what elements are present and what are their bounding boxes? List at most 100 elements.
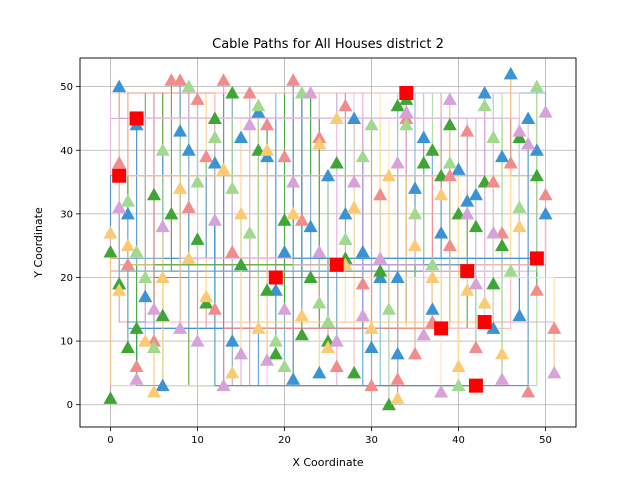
house-marker [347,365,362,379]
house-marker [381,397,396,411]
house-marker [529,168,544,182]
house-marker [277,213,292,226]
house-marker [477,85,492,99]
battery-markers [112,85,544,393]
house-marker [390,372,405,385]
house-marker [207,130,222,144]
house-marker [460,283,475,296]
house-marker [138,289,153,303]
y-tick-label: 40 [60,146,73,157]
house-marker [451,378,466,392]
house-marker [381,168,396,182]
house-marker [416,130,431,144]
house-marker [390,270,405,283]
battery-marker [399,85,414,100]
house-marker [112,79,127,93]
house-marker [373,251,388,264]
x-tick-label: 50 [539,435,552,446]
house-marker [364,340,379,353]
house-marker [312,130,327,144]
house-marker [242,85,257,99]
cable-path [118,207,468,272]
house-marker [303,85,318,99]
house-marker [277,245,292,258]
house-marker [503,155,518,169]
house-marker [399,111,414,124]
house-marker [503,66,518,80]
house-marker [512,200,527,214]
house-marker [112,200,127,214]
house-marker [120,257,135,271]
house-marker [112,155,127,169]
battery-marker [468,378,483,393]
house-marker [233,257,248,271]
house-marker [399,105,414,118]
y-tick-label: 0 [67,400,73,411]
house-marker [155,308,170,322]
house-marker [146,187,161,201]
plot-frame [79,57,577,428]
house-marker [146,302,161,315]
house-marker [181,200,196,214]
house-marker [303,270,318,283]
house-marker [373,270,388,283]
house-marker [416,155,431,169]
house-marker [216,378,231,392]
house-marker [155,270,170,283]
house-marker [260,353,275,366]
battery-marker [329,257,344,272]
house-marker [425,257,440,271]
house-marker [294,308,309,322]
house-marker [112,276,127,290]
house-marker [120,238,135,252]
house-marker [312,295,327,309]
house-marker [486,225,501,239]
house-marker [390,346,405,360]
y-tick-label: 50 [60,82,73,93]
house-marker [129,359,144,373]
house-marker [242,117,257,131]
house-marker [321,168,335,182]
house-marker [268,334,283,347]
cable-path [406,92,520,132]
house-marker [329,359,344,373]
house-marker [434,225,449,239]
house-marker [329,155,344,169]
house-marker [216,162,231,175]
house-marker [181,251,196,264]
house-marker [207,111,222,124]
house-marker [399,117,414,131]
x-axis-label: X Coordinate [292,456,364,469]
house-marker [442,117,457,131]
house-marker [347,200,362,214]
house-marker [225,334,240,347]
house-marker [442,238,457,252]
house-marker [225,181,240,194]
house-marker [434,385,449,398]
house-marker [120,340,135,353]
house-marker [512,130,527,144]
house-marker [364,378,379,392]
house-marker [460,194,475,207]
house-marker [538,105,553,118]
house-marker [146,340,161,353]
house-marker [225,365,240,379]
house-marker [260,117,275,131]
battery-marker [129,111,144,126]
house-marker [294,213,309,226]
house-marker [120,194,135,207]
house-marker [512,124,527,137]
battery-marker [529,251,544,266]
house-marker [207,213,222,226]
house-marker [294,327,309,341]
cable-path [423,270,468,335]
house-marker [521,385,536,398]
house-marker [425,270,440,283]
y-tick-label: 10 [60,337,73,348]
house-marker [181,79,196,93]
house-marker [207,302,222,315]
house-marker [408,206,423,220]
house-marker [173,73,188,86]
house-marker [512,219,527,233]
house-marker [190,92,205,105]
